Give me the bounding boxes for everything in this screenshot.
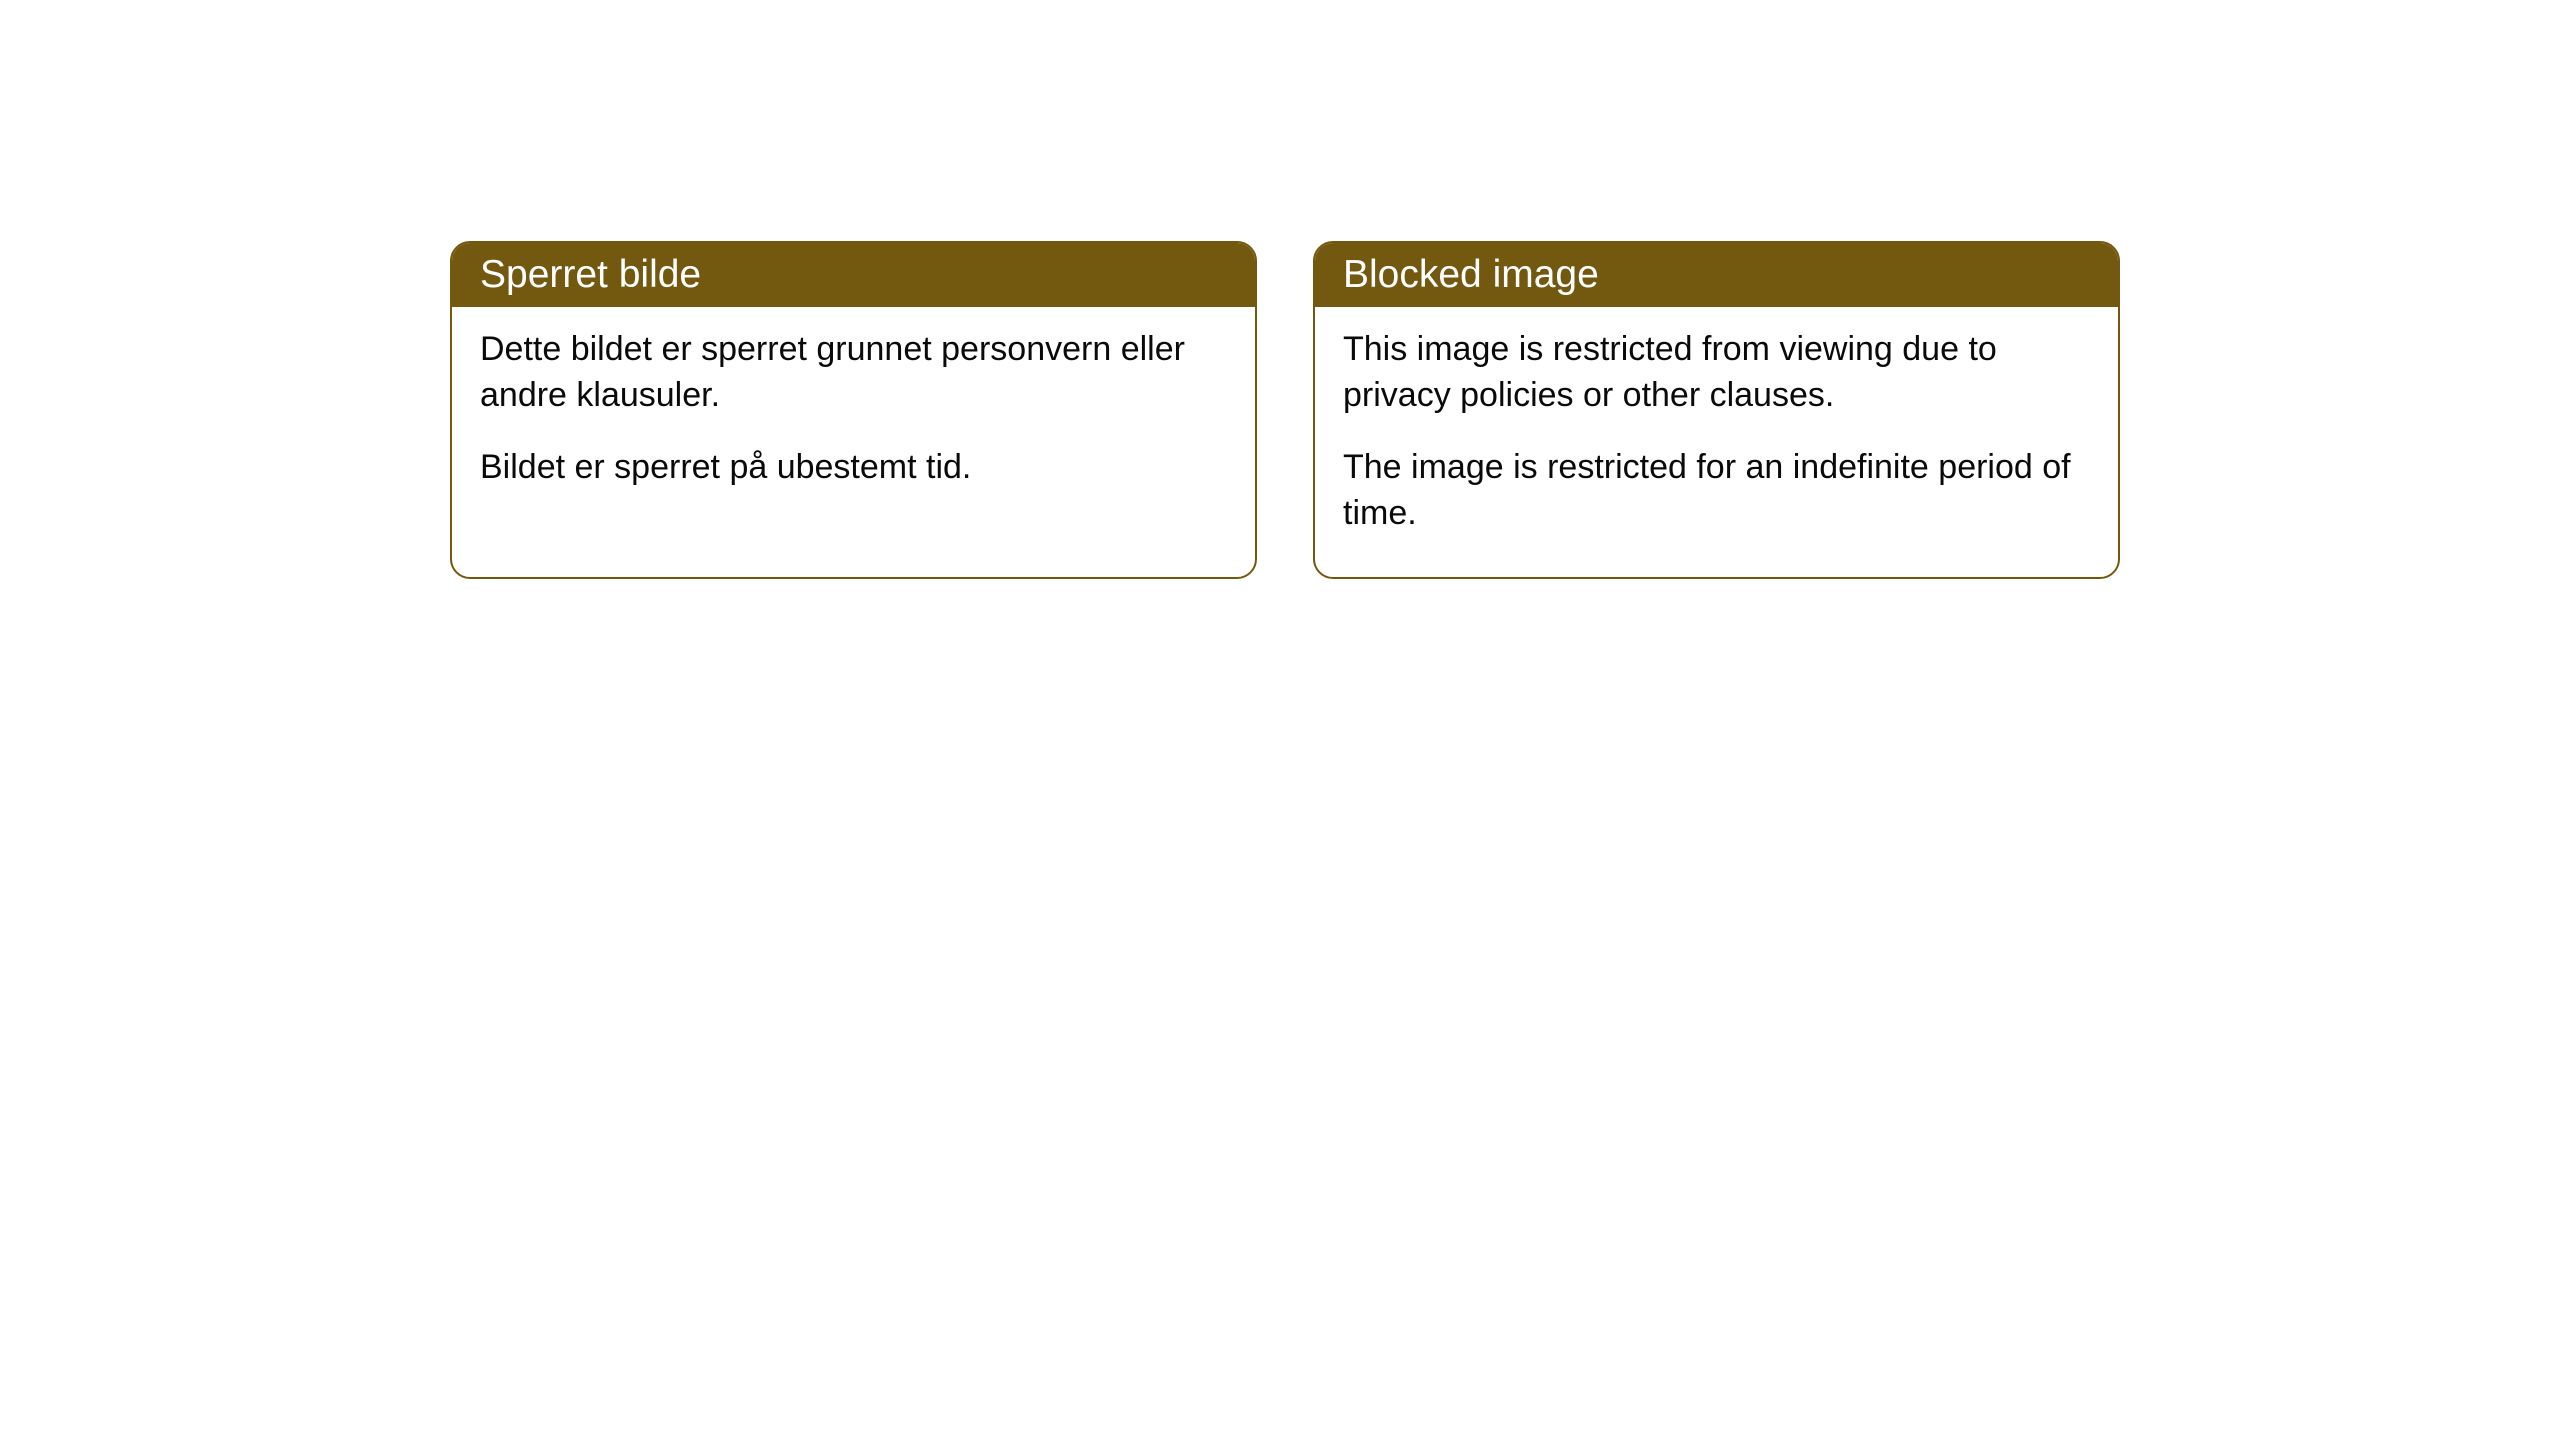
card-header: Sperret bilde [452, 243, 1255, 307]
card-title: Sperret bilde [480, 253, 701, 296]
card-header: Blocked image [1315, 243, 2118, 307]
notice-cards-container: Sperret bilde Dette bildet er sperret gr… [450, 241, 2120, 579]
card-paragraph-2: The image is restricted for an indefinit… [1343, 445, 2090, 537]
card-body: Dette bildet er sperret grunnet personve… [452, 307, 1255, 531]
card-body: This image is restricted from viewing du… [1315, 307, 2118, 577]
blocked-image-card-norwegian: Sperret bilde Dette bildet er sperret gr… [450, 241, 1257, 579]
card-paragraph-2: Bildet er sperret på ubestemt tid. [480, 445, 1227, 491]
card-title: Blocked image [1343, 253, 1599, 296]
blocked-image-card-english: Blocked image This image is restricted f… [1313, 241, 2120, 579]
card-paragraph-1: This image is restricted from viewing du… [1343, 327, 2090, 419]
card-paragraph-1: Dette bildet er sperret grunnet personve… [480, 327, 1227, 419]
